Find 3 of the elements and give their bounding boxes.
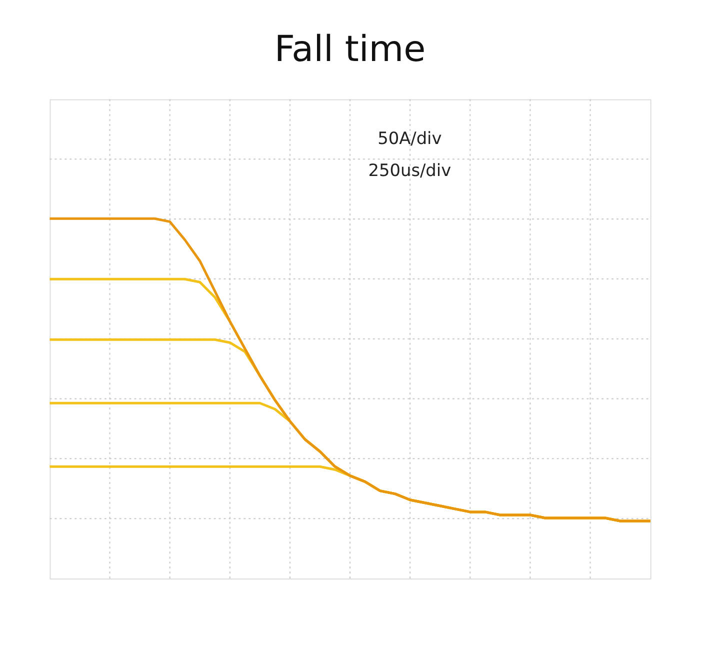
text: 50A/div: [378, 128, 442, 148]
chart-title: Fall time: [274, 28, 426, 70]
text: 250us/div: [368, 160, 452, 180]
